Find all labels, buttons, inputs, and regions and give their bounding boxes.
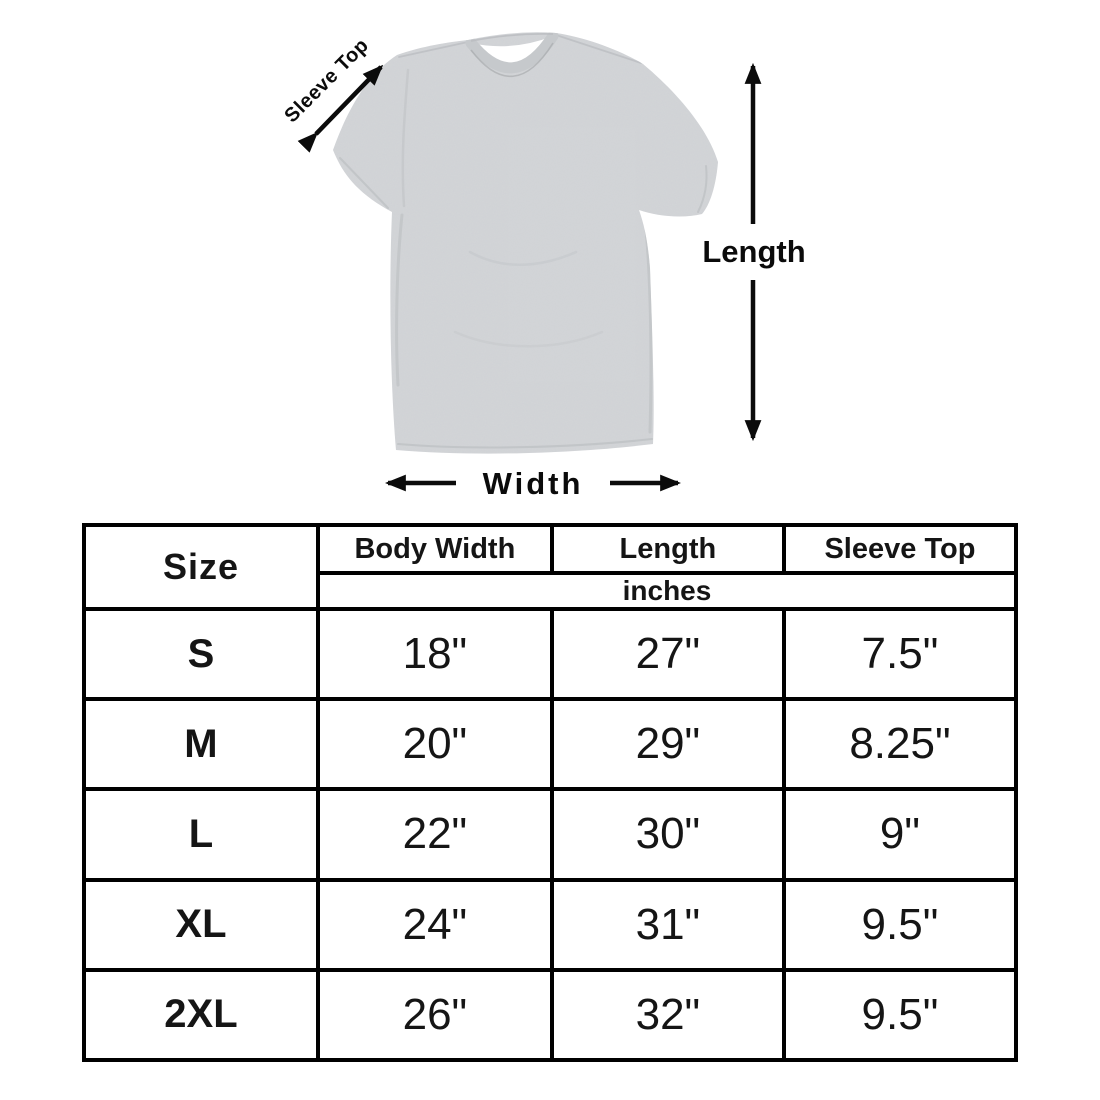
table-row: L 22" 30" 9" [82,787,1019,882]
table-row: 2XL 26" 32" 9.5" [82,967,1019,1063]
size-cell: S [82,606,320,702]
measurement-cell: 27" [549,606,786,702]
measurement-cell: 8.25" [781,697,1019,792]
size-table-header: Size Body Width Length Sleeve Top inches [82,523,1019,611]
measurement-cell: 29" [549,697,786,792]
measurement-cell: 30" [549,787,786,882]
measurement-cell: 32" [549,967,786,1063]
length-label: Length [702,234,805,269]
column-header-sleeve-top: Sleeve Top [781,523,1019,575]
width-label: Width [483,466,584,501]
table-row: XL 24" 31" 9.5" [82,877,1019,972]
table-body: S 18" 27" 7.5" M 20" 29" 8.25" L 22" 30" 9" XL 24" 31"… [82,606,1019,1063]
measurement-cell: 20" [315,697,554,792]
measurement-cell: 9" [781,787,1019,882]
measurement-cell: 18" [315,606,554,702]
sleeve-top-arrow [297,64,384,153]
measurement-cell: 22" [315,787,554,882]
size-cell: L [82,787,320,882]
measurement-cell: 7.5" [781,606,1019,702]
column-header-body-width: Body Width [315,523,554,575]
column-header-size: Size [82,523,320,611]
measurement-cell: 9.5" [781,967,1019,1063]
unit-row-label: inches [315,571,1019,611]
size-table: Size Body Width Length Sleeve Top inches… [82,523,1019,1063]
table-row: M 20" 29" 8.25" [82,697,1019,792]
table-row: S 18" 27" 7.5" [82,606,1019,702]
measurement-cell: 24" [315,877,554,972]
size-cell: M [82,697,320,792]
measurement-cell: 26" [315,967,554,1063]
size-cell: XL [82,877,320,972]
measurement-cell: 31" [549,877,786,972]
measurement-cell: 9.5" [781,877,1019,972]
size-cell: 2XL [82,967,320,1063]
tshirt-measurement-diagram: Sleeve Top Length Width [280,32,806,501]
column-header-length: Length [549,523,786,575]
tshirt-image [333,32,718,454]
